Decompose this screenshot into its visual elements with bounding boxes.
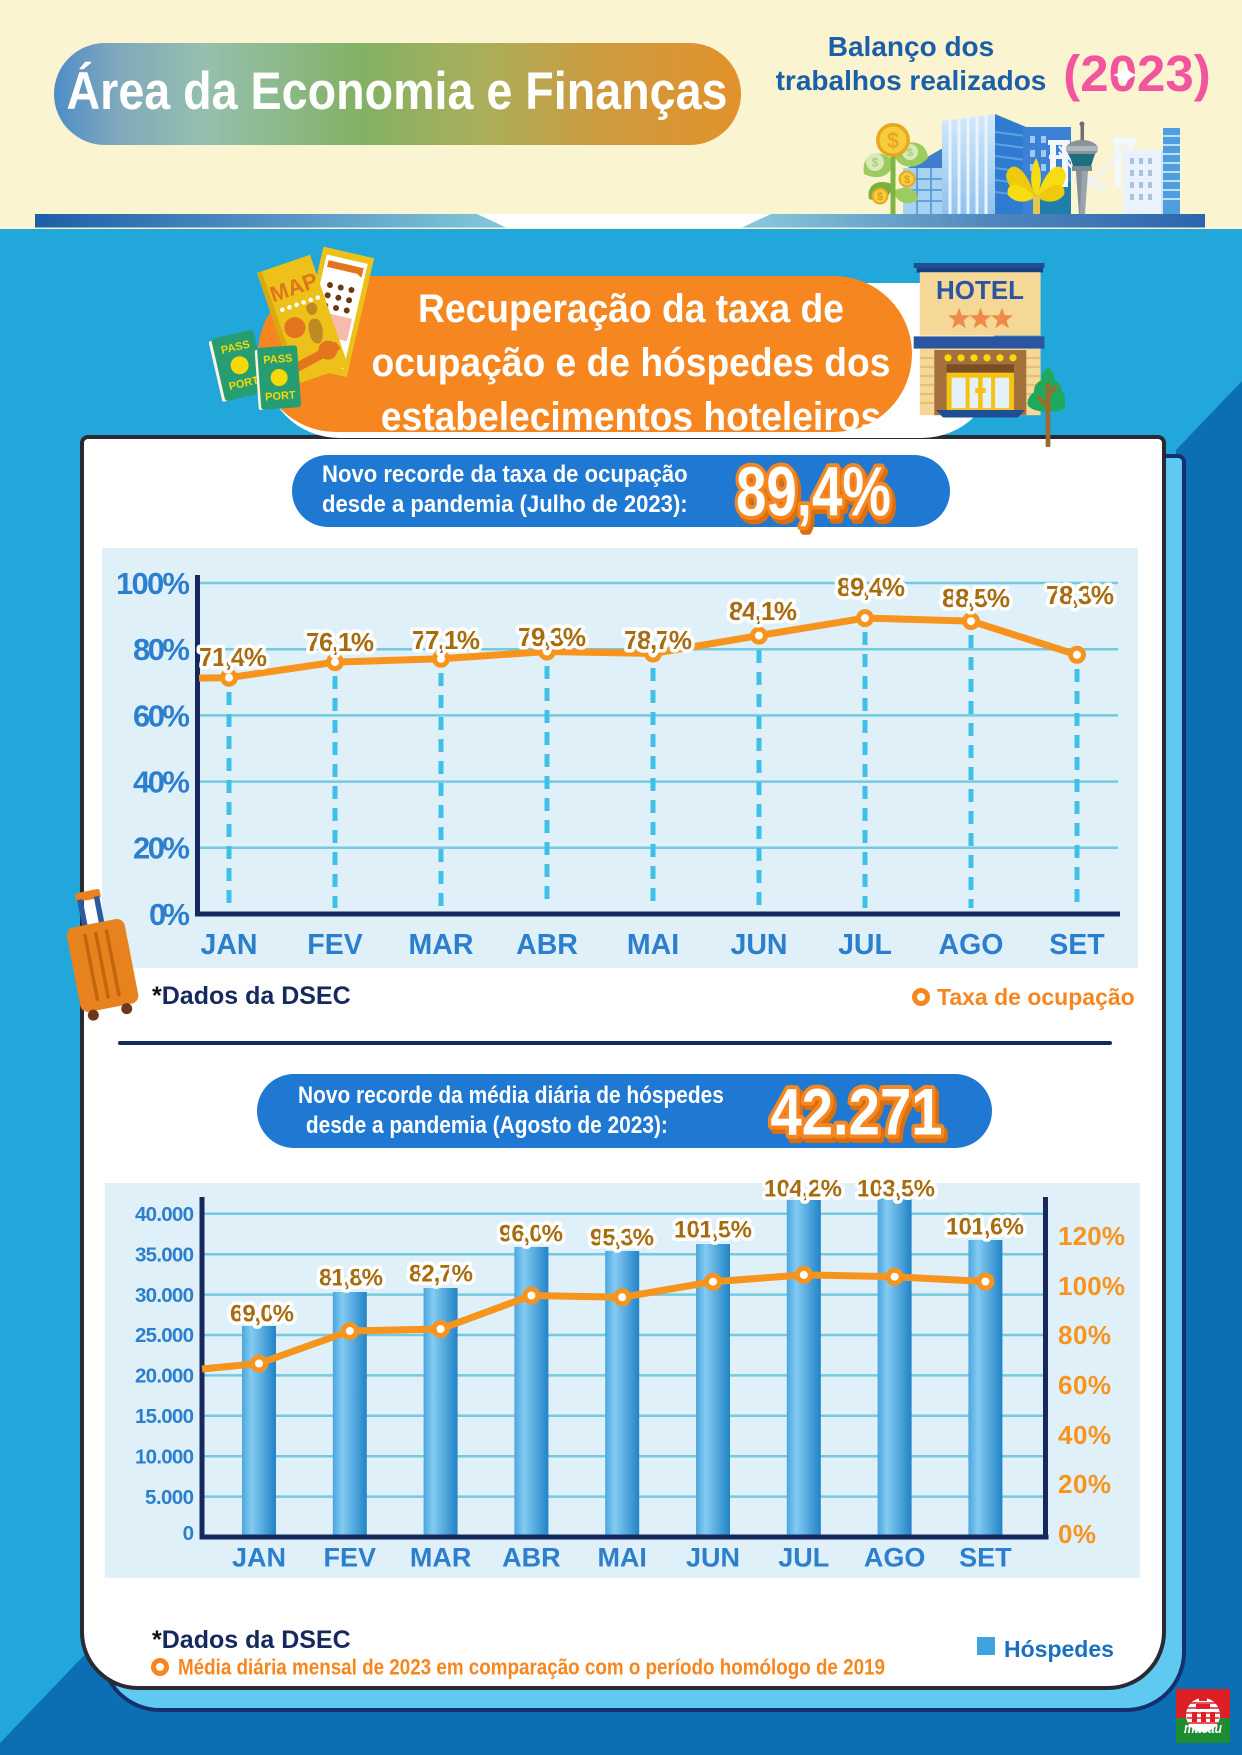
svg-text:88,5%: 88,5% xyxy=(942,583,1010,613)
svg-text:103,5%: 103,5% xyxy=(857,1175,935,1202)
svg-text:20.000: 20.000 xyxy=(135,1365,194,1388)
svg-text:101,6%: 101,6% xyxy=(946,1213,1024,1240)
svg-text:89,4%: 89,4% xyxy=(736,453,891,531)
svg-text:FEV: FEV xyxy=(324,1542,377,1572)
svg-text:81,8%: 81,8% xyxy=(319,1264,383,1291)
svg-text:$: $ xyxy=(907,147,913,159)
svg-text:10.000: 10.000 xyxy=(135,1445,194,1468)
svg-text:100%: 100% xyxy=(116,566,190,601)
svg-text:30.000: 30.000 xyxy=(135,1284,194,1307)
svg-text:42.271: 42.271 xyxy=(774,1079,946,1153)
svg-text:JUN: JUN xyxy=(686,1542,740,1572)
svg-text:120%: 120% xyxy=(1058,1221,1125,1251)
svg-text:60%: 60% xyxy=(133,698,190,733)
svg-text:$: $ xyxy=(887,128,899,153)
svg-text:SET: SET xyxy=(1049,929,1105,961)
svg-text:FEV: FEV xyxy=(307,929,362,961)
svg-text:$: $ xyxy=(872,155,879,169)
svg-text:MAR: MAR xyxy=(410,1542,472,1572)
svg-text:78,7%: 78,7% xyxy=(624,625,692,655)
svg-text:40%: 40% xyxy=(1058,1420,1111,1450)
svg-text:ABR: ABR xyxy=(516,929,578,961)
svg-text:76,1%: 76,1% xyxy=(306,627,374,657)
svg-text:79,3%: 79,3% xyxy=(518,622,586,652)
svg-text:15.000: 15.000 xyxy=(135,1405,194,1428)
svg-text:100%: 100% xyxy=(1058,1271,1125,1301)
svg-text:40.000: 40.000 xyxy=(135,1203,194,1226)
svg-text:78,3%: 78,3% xyxy=(1046,580,1114,610)
svg-text:96,0%: 96,0% xyxy=(499,1220,563,1247)
svg-text:101,5%: 101,5% xyxy=(674,1216,752,1243)
svg-text:5.000: 5.000 xyxy=(145,1486,194,1509)
svg-text:0%: 0% xyxy=(1058,1519,1096,1549)
svg-text:80%: 80% xyxy=(1058,1320,1111,1350)
svg-text:AGO: AGO xyxy=(864,1542,926,1572)
svg-text:80%: 80% xyxy=(133,632,190,667)
svg-text:35.000: 35.000 xyxy=(135,1243,194,1266)
svg-text:PORT: PORT xyxy=(265,389,297,403)
svg-text:PASS: PASS xyxy=(263,353,293,367)
svg-text:$: $ xyxy=(877,191,883,203)
svg-text:69,0%: 69,0% xyxy=(230,1300,294,1327)
svg-text:25.000: 25.000 xyxy=(135,1324,194,1347)
svg-text:104,2%: 104,2% xyxy=(764,1175,842,1202)
svg-text:40%: 40% xyxy=(133,764,190,799)
svg-text:95,3%: 95,3% xyxy=(590,1224,654,1251)
svg-text:42.271: 42.271 xyxy=(771,1075,943,1149)
svg-text:HOTEL: HOTEL xyxy=(936,275,1024,305)
svg-text:89,4%: 89,4% xyxy=(837,572,905,602)
svg-text:60%: 60% xyxy=(1058,1370,1111,1400)
svg-text:JUN: JUN xyxy=(730,929,787,961)
svg-text:20%: 20% xyxy=(133,831,190,866)
svg-text:JAN: JAN xyxy=(200,929,257,961)
svg-text:82,7%: 82,7% xyxy=(409,1260,473,1287)
svg-text:JAN: JAN xyxy=(232,1542,286,1572)
svg-text:JUL: JUL xyxy=(838,929,892,961)
svg-text:SET: SET xyxy=(959,1542,1012,1572)
svg-text:89,4%: 89,4% xyxy=(739,457,894,535)
svg-text:Taxa de ocupação: Taxa de ocupação xyxy=(937,984,1135,1010)
svg-text:Média diária mensal de 2023 em: Média diária mensal de 2023 em comparaçã… xyxy=(178,1655,885,1680)
svg-text:ABR: ABR xyxy=(502,1542,561,1572)
svg-text:77,1%: 77,1% xyxy=(412,625,480,655)
svg-text:0%: 0% xyxy=(149,897,190,932)
svg-text:71,4%: 71,4% xyxy=(199,642,267,672)
svg-text:84,1%: 84,1% xyxy=(729,596,797,626)
svg-text:macau: macau xyxy=(1184,1720,1222,1737)
svg-text:JUL: JUL xyxy=(778,1542,829,1572)
svg-text:0: 0 xyxy=(183,1522,194,1545)
svg-text:MAR: MAR xyxy=(409,929,474,961)
svg-text:AGO: AGO xyxy=(939,929,1004,961)
svg-text:MAI: MAI xyxy=(627,929,679,961)
svg-text:$: $ xyxy=(904,174,910,186)
svg-text:MAI: MAI xyxy=(597,1542,647,1572)
svg-text:20%: 20% xyxy=(1058,1469,1111,1499)
